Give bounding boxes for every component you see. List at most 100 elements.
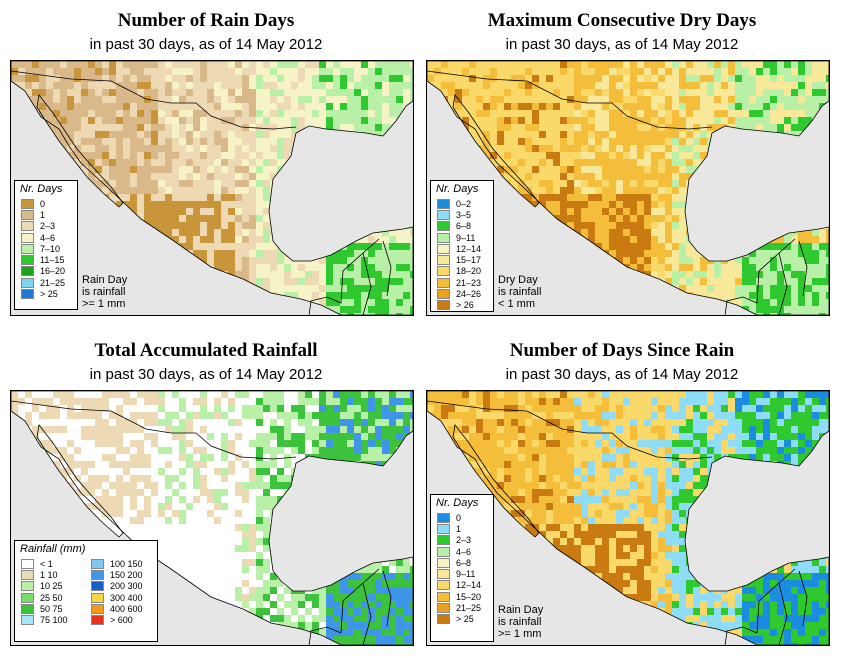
legend-label: 11–15 bbox=[40, 255, 65, 266]
legend-swatch bbox=[21, 221, 34, 232]
legend-item: 400 600 bbox=[85, 603, 155, 614]
legend-swatch bbox=[437, 289, 450, 300]
legend-item: 18–20 bbox=[431, 266, 493, 277]
legend-item: 1 10 bbox=[15, 569, 85, 580]
baja-coastline bbox=[36, 424, 124, 538]
country-border bbox=[382, 570, 392, 627]
country-border bbox=[427, 400, 713, 460]
legend-swatch bbox=[437, 523, 450, 534]
note-line: Rain Day bbox=[82, 274, 128, 286]
legend-item: 75 100 bbox=[15, 614, 85, 626]
legend-swatch bbox=[437, 243, 450, 254]
legend-label: 21–25 bbox=[40, 277, 66, 288]
legend-label: 0 bbox=[456, 512, 462, 523]
legend-swatch bbox=[437, 277, 450, 288]
coastline bbox=[427, 391, 829, 645]
map-canvas bbox=[427, 391, 829, 645]
map-rain-days bbox=[10, 60, 414, 316]
legend-swatch bbox=[437, 546, 450, 557]
legend: Nr. Days 0 1 2–3 4–6 6–8 9–11 12–14 15–20 21–25 >… bbox=[430, 494, 494, 642]
legend-swatch bbox=[437, 221, 450, 232]
note-line: is rainfall bbox=[82, 286, 126, 298]
legend-item: 100 150 bbox=[85, 558, 155, 569]
legend-label: 21–25 bbox=[456, 603, 482, 614]
panel-title: Maximum Consecutive Dry Days bbox=[487, 10, 757, 31]
baja-coastline bbox=[452, 94, 540, 208]
country-border bbox=[778, 252, 788, 315]
legend-label: 150 200 bbox=[110, 569, 143, 580]
legend-swatch bbox=[21, 198, 34, 209]
country-border bbox=[798, 240, 808, 297]
legend-item: 15–17 bbox=[431, 254, 493, 266]
legend-swatch bbox=[21, 615, 34, 626]
legend-item: 11–15 bbox=[15, 254, 77, 266]
legend-swatch bbox=[21, 266, 34, 277]
legend-item: > 600 bbox=[85, 614, 155, 626]
legend-swatch bbox=[21, 558, 34, 569]
map-note: Rain Day is rainfall >= 1 mm bbox=[82, 274, 127, 310]
legend-label: 12–14 bbox=[456, 243, 482, 254]
legend-swatch bbox=[21, 277, 34, 288]
legend-label: 10 25 bbox=[40, 581, 63, 592]
legend-swatch bbox=[437, 198, 450, 209]
legend-label: 24–26 bbox=[456, 289, 482, 300]
note-line: Dry Day bbox=[498, 274, 538, 286]
legend-label: 1 bbox=[40, 209, 46, 220]
legend-label: 100 150 bbox=[110, 558, 143, 569]
legend-swatch bbox=[437, 591, 450, 602]
legend-label: 6–8 bbox=[456, 557, 472, 568]
legend-item: 150 200 bbox=[85, 569, 155, 580]
legend-label: 21–23 bbox=[456, 277, 482, 288]
legend-label: 4–6 bbox=[456, 546, 472, 557]
legend-item: 10 25 bbox=[15, 581, 85, 592]
baja-coastline bbox=[36, 94, 124, 208]
legend-title: Rainfall (mm) bbox=[20, 543, 86, 555]
legend-label: 7–10 bbox=[40, 243, 61, 254]
note-line: >= 1 mm bbox=[82, 298, 126, 310]
map-canvas bbox=[427, 61, 829, 315]
legend: Nr. Days 0 1 2–3 4–6 7–10 11–15 16–20 21–25 > 25 bbox=[14, 180, 78, 310]
legend-swatch bbox=[437, 209, 450, 220]
legend-swatch bbox=[437, 603, 450, 614]
legend-swatch bbox=[91, 615, 104, 626]
legend-label: 1 10 bbox=[40, 569, 58, 580]
map-days-since-rain bbox=[426, 390, 830, 646]
legend-item: 4–6 bbox=[15, 232, 77, 243]
legend-swatch bbox=[21, 289, 34, 300]
legend-label: 6–8 bbox=[456, 221, 472, 232]
panel-rain-days: Number of Rain Days in past 30 days, as … bbox=[0, 0, 414, 326]
legend: Nr. Days 0–2 3–5 6–8 9–11 12–14 15–17 18–20 21–… bbox=[430, 180, 494, 312]
legend-label: < 1 bbox=[40, 558, 53, 569]
legend-label: 300 400 bbox=[110, 592, 143, 603]
panel-days-since-rain: Number of Days Since Rain in past 30 day… bbox=[416, 330, 830, 656]
legend-swatch bbox=[437, 512, 450, 523]
country-border bbox=[11, 70, 297, 130]
legend-item: 21–25 bbox=[431, 602, 493, 614]
legend-item: 12–14 bbox=[431, 580, 493, 591]
legend-label: 200 300 bbox=[110, 581, 143, 592]
legend-swatch bbox=[91, 569, 104, 580]
legend-item: 7–10 bbox=[15, 243, 77, 254]
legend-label: 0–2 bbox=[456, 198, 472, 209]
coastline bbox=[11, 391, 413, 645]
legend-swatch bbox=[21, 569, 34, 580]
legend-swatch bbox=[21, 243, 34, 254]
legend-swatch bbox=[91, 603, 104, 614]
legend-label: 18–20 bbox=[456, 266, 482, 277]
legend-item: 21–25 bbox=[15, 277, 77, 288]
legend-item: 15–20 bbox=[431, 591, 493, 602]
panel-title: Number of Rain Days bbox=[117, 10, 295, 31]
legend-swatch bbox=[21, 232, 34, 243]
note-line: >= 1 mm bbox=[498, 628, 542, 640]
baja-coastline bbox=[452, 424, 540, 538]
legend-item: 21–23 bbox=[431, 277, 493, 288]
legend-label: > 25 bbox=[40, 289, 58, 300]
legend-label: 2–3 bbox=[456, 535, 472, 546]
legend-item: 300 400 bbox=[85, 592, 155, 603]
legend-item: 12–14 bbox=[431, 243, 493, 254]
legend-label: 75 100 bbox=[40, 615, 68, 626]
legend-label: > 26 bbox=[456, 300, 474, 311]
legend-label: 16–20 bbox=[40, 266, 66, 277]
